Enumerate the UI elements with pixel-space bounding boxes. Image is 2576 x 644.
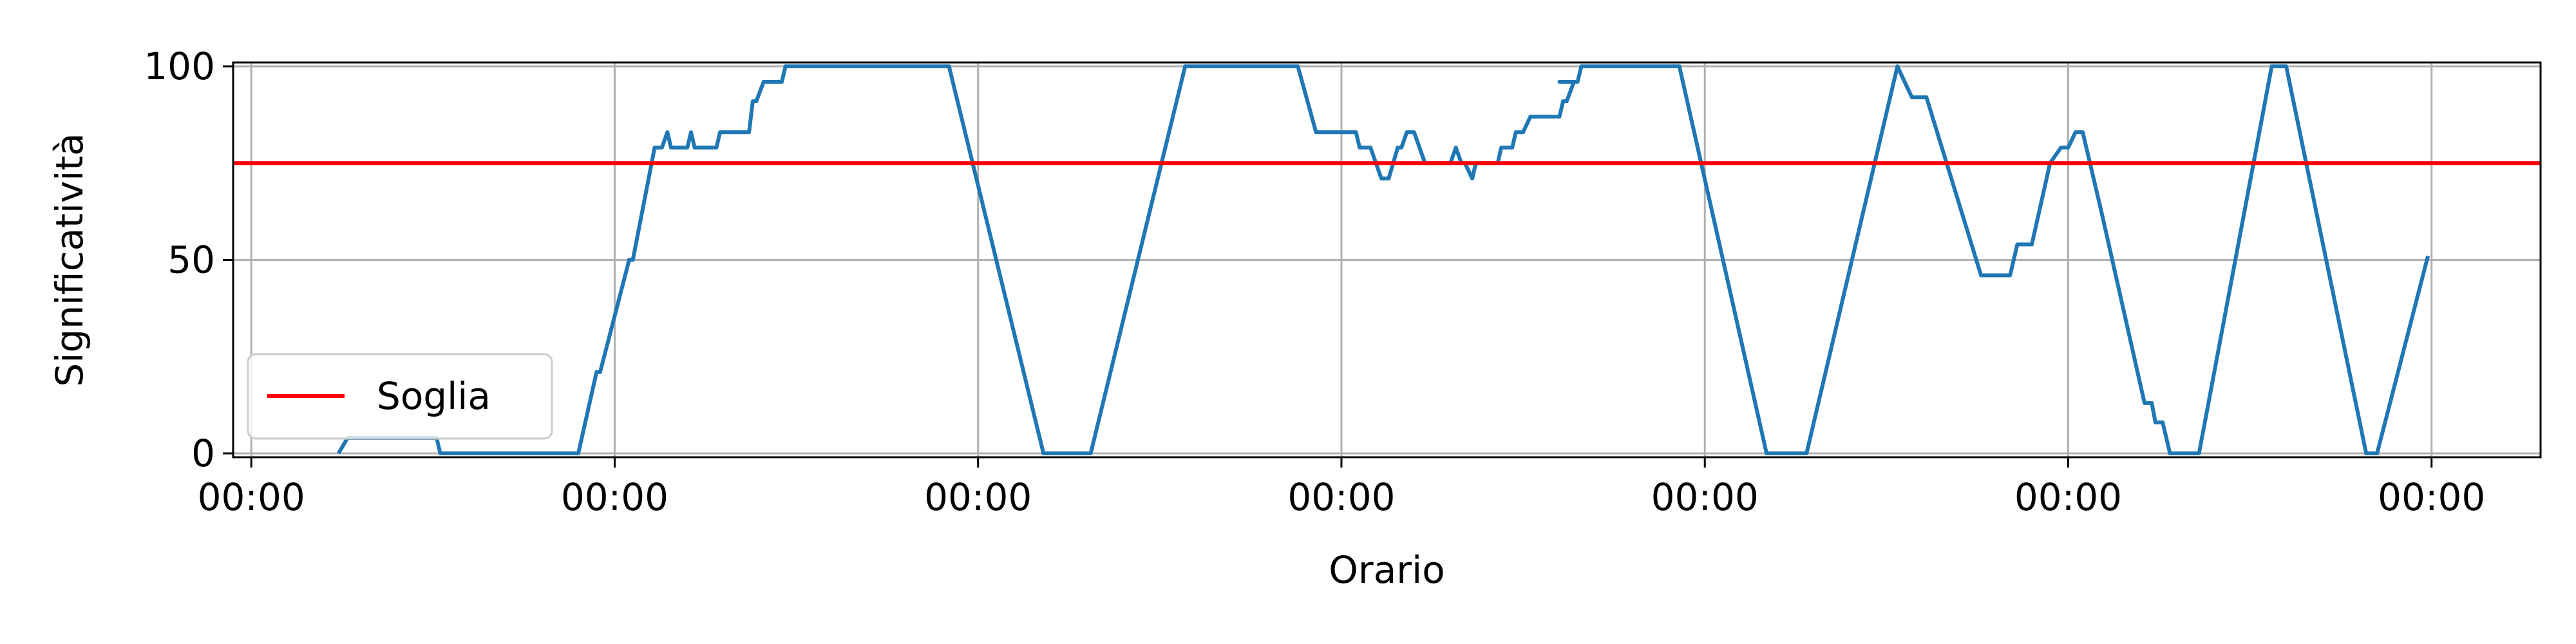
- x-tick-label: 00:00: [2378, 475, 2485, 519]
- y-tick-label: 0: [191, 431, 215, 475]
- x-tick-label: 00:00: [198, 475, 305, 519]
- x-tick-label: 00:00: [1651, 475, 1759, 519]
- y-tick-label: 50: [167, 238, 215, 282]
- series-layer: [233, 64, 2541, 455]
- x-tick-label: 00:00: [561, 475, 668, 519]
- x-tick-label: 00:00: [2014, 475, 2122, 519]
- grid: [233, 62, 2541, 457]
- x-tick-label: 00:00: [924, 475, 1032, 519]
- x-tick-label: 00:00: [1287, 475, 1395, 519]
- x-axis-label: Orario: [1329, 548, 1445, 592]
- legend-box: [247, 353, 553, 440]
- y-tick-label: 100: [144, 44, 215, 88]
- y-axis: 0 50 100: [144, 44, 233, 475]
- legend: Soglia: [247, 353, 553, 440]
- legend-label: Soglia: [377, 374, 491, 418]
- y-axis-label: Significatività: [48, 133, 91, 386]
- x-axis: 00:00 00:00 00:00 00:00 00:00 00:00 00:00: [198, 457, 2485, 519]
